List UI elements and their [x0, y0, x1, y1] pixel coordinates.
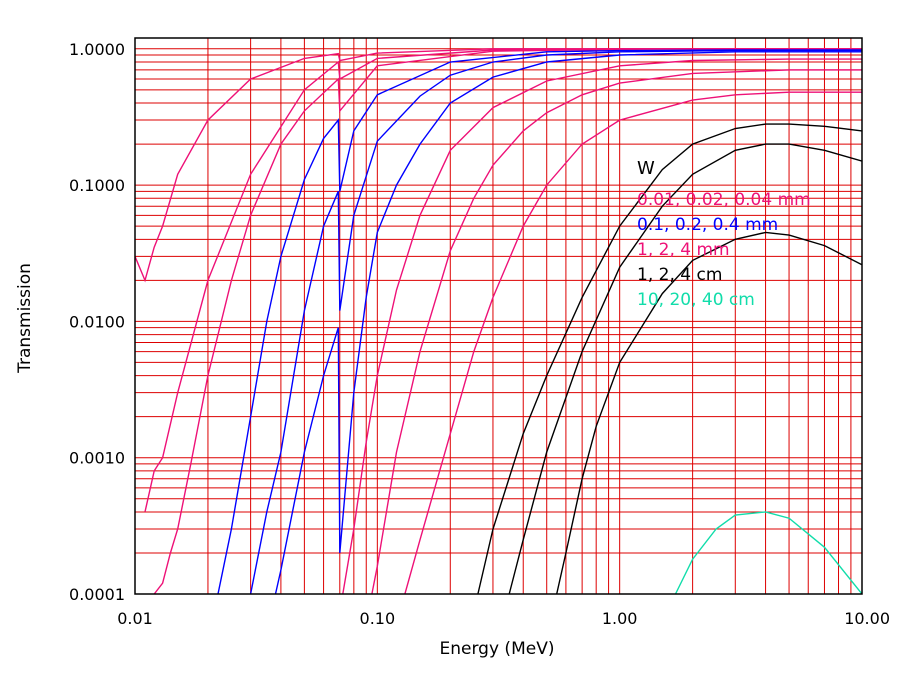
grid: [134, 38, 862, 595]
x-tick-label: 10.00: [844, 609, 890, 628]
legend-entry: 1, 2, 4 cm: [637, 265, 722, 285]
legend-entry: 10, 20, 40 cm: [637, 290, 755, 310]
series-line: [153, 48, 862, 594]
y-tick-label: 0.0010: [69, 449, 125, 468]
series-lines: [135, 48, 862, 594]
series-line: [342, 58, 862, 594]
series-line: [477, 123, 862, 594]
y-tick-label: 1.0000: [69, 40, 125, 59]
plot-frame: [134, 37, 863, 595]
series-line: [371, 69, 862, 594]
x-tick-label: 0.10: [360, 609, 396, 628]
x-tick-label: 0.01: [117, 609, 153, 628]
y-tick-label: 0.0001: [69, 585, 125, 604]
series-line: [249, 49, 862, 594]
series-line: [274, 51, 862, 594]
y-tick-label: 0.0100: [69, 312, 125, 331]
y-axis-label: Transmission: [15, 263, 35, 374]
x-axis-label: Energy (MeV): [440, 639, 555, 659]
legend: 0.01, 0.02, 0.04 mm 0.1, 0.2, 0.4 mm 1, 2,…: [637, 190, 811, 310]
legend-entry: 0.1, 0.2, 0.4 mm: [637, 215, 778, 235]
legend-entry: 1, 2, 4 mm: [637, 240, 730, 260]
legend-entry: 0.01, 0.02, 0.04 mm: [637, 190, 811, 210]
material-label: W: [637, 158, 655, 179]
series-line: [556, 231, 862, 594]
series-line: [508, 143, 862, 594]
series-line: [674, 511, 862, 594]
series-line: [404, 91, 862, 594]
axis-ticks: 0.01 0.10 1.00 10.00 1.0000 0.1000 0.0100 0.001…: [69, 40, 890, 628]
series-line: [217, 49, 862, 594]
y-tick-label: 0.1000: [69, 176, 125, 195]
x-tick-label: 1.00: [602, 609, 638, 628]
series-line: [135, 48, 862, 283]
